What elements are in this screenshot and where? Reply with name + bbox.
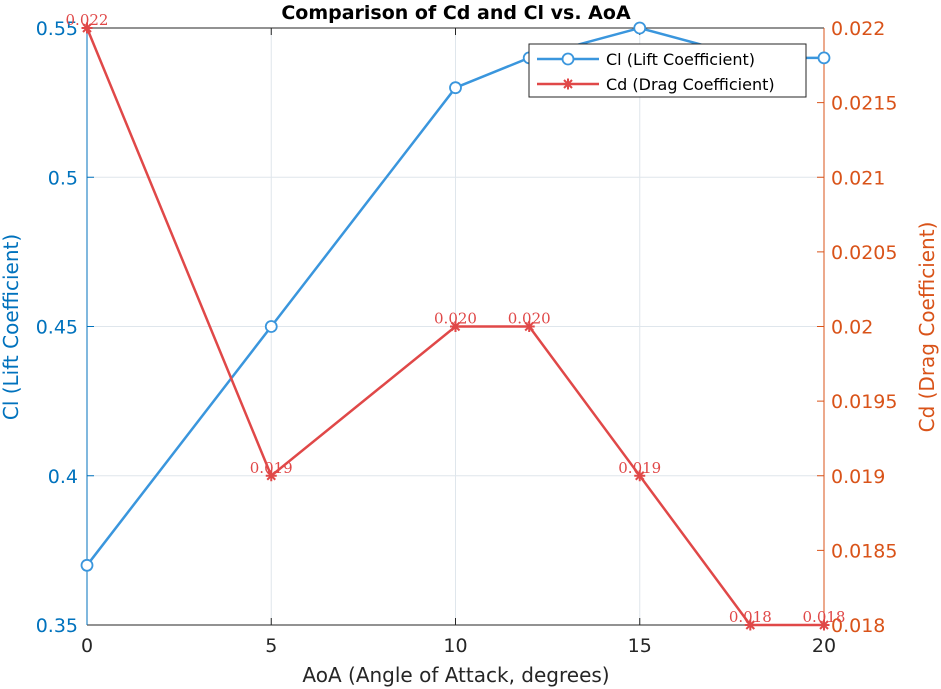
cd-marker <box>450 321 461 332</box>
cd-marker <box>744 619 756 631</box>
asterisk-stroke <box>635 471 645 481</box>
cd-marker <box>634 470 646 482</box>
cd-data-label: 0.022 <box>66 11 109 29</box>
x-tick-label: 5 <box>265 635 277 657</box>
asterisk-stroke <box>266 471 276 481</box>
cd-data-label: 0.018 <box>729 608 772 626</box>
left-y-tick-label: 0.5 <box>48 167 78 189</box>
asterisk-stroke <box>82 23 92 33</box>
cl-marker <box>817 51 831 65</box>
x-axis-label: AoA (Angle of Attack, degrees) <box>302 663 609 687</box>
right-y-tick-label: 0.0215 <box>831 93 897 115</box>
cd-data-label: 0.018 <box>803 608 846 626</box>
right-y-tick-label: 0.018 <box>831 615 885 637</box>
right-y-tick-label: 0.019 <box>831 466 885 488</box>
asterisk-stroke <box>745 620 756 630</box>
axes: 0 5 10 15 20 0.35 0.4 0.45 0.5 0.55 0.018 0.0185 0.0… <box>36 18 898 657</box>
right-y-tick-label: 0.0185 <box>831 540 897 562</box>
data-labels: 0.022 0.019 0.020 0.020 0.019 0.018 0.018 <box>66 11 846 626</box>
legend-label: Cd (Drag Coefficient) <box>606 75 775 94</box>
cd-marker <box>818 619 830 631</box>
legend-marker <box>562 78 574 90</box>
right-y-tick-label: 0.0205 <box>831 242 897 264</box>
left-y-tick-label: 0.45 <box>36 317 78 339</box>
x-tick-label: 20 <box>812 635 836 657</box>
cd-data-label: 0.019 <box>250 459 293 477</box>
left-y-axis-label: Cl (Lift Coefficient) <box>0 234 23 420</box>
asterisk-stroke <box>563 79 573 89</box>
asterisk-stroke <box>524 321 534 332</box>
right-y-tick-label: 0.02 <box>831 317 873 339</box>
right-y-tick-label: 0.021 <box>831 167 885 189</box>
legend-box <box>528 43 807 98</box>
asterisk-stroke <box>819 620 829 630</box>
right-y-tick-label: 0.022 <box>831 18 885 40</box>
x-tick-label: 10 <box>443 635 467 657</box>
cd-marker <box>81 22 93 34</box>
right-y-tick-label: 0.0195 <box>831 391 897 413</box>
cd-data-label: 0.019 <box>618 459 661 477</box>
cd-marker <box>265 470 277 482</box>
cl-marker <box>80 558 94 572</box>
legend-label: Cl (Lift Coefficient) <box>606 50 755 69</box>
cl-marker <box>633 21 647 35</box>
x-tick-label: 15 <box>628 635 652 657</box>
right-y-axis-label: Cd (Drag Coefficient) <box>915 222 939 433</box>
x-tick-label: 0 <box>81 635 93 657</box>
left-y-tick-label: 0.4 <box>48 466 78 488</box>
cl-marker <box>449 81 462 95</box>
left-y-tick-label: 0.55 <box>36 18 78 40</box>
cd-data-label: 0.020 <box>508 310 551 328</box>
legend: Cl (Lift Coefficient) Cd (Drag Coefficien… <box>528 43 807 98</box>
cl-marker <box>264 320 278 333</box>
left-y-tick-label: 0.35 <box>36 615 78 637</box>
chart-title: Comparison of Cd and Cl vs. AoA <box>281 2 631 24</box>
cd-marker <box>523 321 535 332</box>
cd-data-label: 0.020 <box>434 310 477 328</box>
asterisk-stroke <box>450 321 461 332</box>
legend-marker <box>561 52 575 66</box>
